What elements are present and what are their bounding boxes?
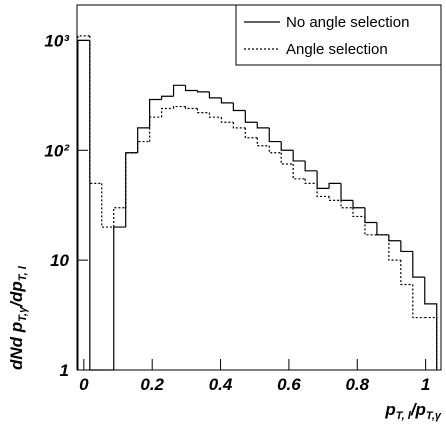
histogram-bin <box>340 183 353 201</box>
y-axis-label-sub: T, l <box>17 265 29 281</box>
histogram-bin <box>304 160 318 172</box>
histogram-bin <box>400 240 413 253</box>
histogram-bin <box>328 182 342 189</box>
histogram-bin <box>220 117 234 123</box>
histogram-bin <box>196 108 210 114</box>
histogram-bin <box>160 95 174 100</box>
x-tick-label: 1 <box>421 375 430 394</box>
x-axis-label-sub: T, l <box>396 410 412 422</box>
legend-label: No angle selection <box>286 14 409 31</box>
x-tick-label: 0.4 <box>209 375 233 394</box>
histogram-bin <box>125 152 138 208</box>
x-tick-label: 0.8 <box>345 375 369 394</box>
histogram-bin <box>352 207 365 218</box>
histogram-bin <box>89 40 102 371</box>
histogram-bin <box>268 145 282 154</box>
histogram-bin <box>137 140 150 153</box>
histogram-bin <box>125 152 138 228</box>
y-axis-label: dNd pT,γ/dpT, l <box>7 265 29 370</box>
y-axis-label-part: dNd p <box>7 322 26 370</box>
histogram-bin <box>184 85 198 92</box>
histogram-bin <box>101 183 114 228</box>
histogram-bin <box>256 137 270 147</box>
legend-label: Angle selection <box>286 41 388 58</box>
histogram-bin <box>232 102 246 112</box>
histogram-bin <box>388 234 401 261</box>
y-tick-label: 10³ <box>44 31 70 50</box>
histogram-bin <box>77 35 90 370</box>
histogram-bin <box>244 127 258 139</box>
histogram-bin <box>352 200 365 209</box>
x-tick-label: 0 <box>79 375 89 394</box>
histogram-bin <box>89 35 102 184</box>
histogram-bin <box>244 110 258 123</box>
x-tick-label: 0.6 <box>277 375 301 394</box>
histogram-bin <box>340 200 353 209</box>
histogram-bin <box>172 84 186 97</box>
histogram-bin <box>160 107 174 118</box>
histogram-bin <box>137 127 150 153</box>
y-tick-label: 10 <box>50 251 69 270</box>
x-axis-label: pT, l/pT,γ <box>384 400 442 422</box>
histogram-bin <box>256 122 270 129</box>
legend-box <box>235 4 442 66</box>
histogram-bin <box>316 183 330 198</box>
histogram-bin <box>208 112 222 118</box>
histogram-bin <box>292 163 306 180</box>
histogram-bin <box>280 141 294 151</box>
y-tick-label: 1 <box>60 361 69 380</box>
histogram-bin <box>280 152 294 165</box>
histogram-bin <box>149 98 162 128</box>
histogram-bin <box>149 116 162 142</box>
histogram-bin <box>328 196 342 201</box>
histogram-bin <box>424 316 438 370</box>
x-tick-label: 0.2 <box>140 375 164 394</box>
histogram-bin <box>292 150 306 162</box>
histogram-bin <box>232 122 246 129</box>
histogram-series <box>77 39 438 371</box>
histogram-bin <box>113 207 126 228</box>
histogram-bin <box>316 170 330 189</box>
histogram-bin <box>364 207 377 224</box>
histogram-bin <box>172 105 186 109</box>
x-axis-label-part: /p <box>410 400 426 419</box>
y-tick-label: 10² <box>44 141 70 160</box>
x-axis-label-part: p <box>384 400 395 419</box>
histogram-bin <box>220 97 234 104</box>
histogram-bin <box>113 226 126 370</box>
histogram-bin <box>412 284 425 319</box>
histogram-bin <box>77 39 90 370</box>
histogram-bin <box>208 91 222 99</box>
histogram-series <box>77 35 438 370</box>
histogram-bin <box>400 260 413 286</box>
histogram-bin <box>424 277 438 370</box>
histogram-bin <box>364 216 377 236</box>
histogram-bin <box>196 90 210 93</box>
x-axis-label-sub: T,γ <box>426 410 442 422</box>
histogram-bin <box>184 106 198 110</box>
y-axis-label-part: /dp <box>7 281 26 308</box>
y-axis-label-sub: T,γ <box>17 306 29 322</box>
histogram-bin <box>304 178 318 184</box>
histogram-bin <box>376 222 389 236</box>
histogram-bin <box>268 127 282 143</box>
histogram-bin <box>412 251 425 278</box>
histogram-bin <box>388 234 401 242</box>
